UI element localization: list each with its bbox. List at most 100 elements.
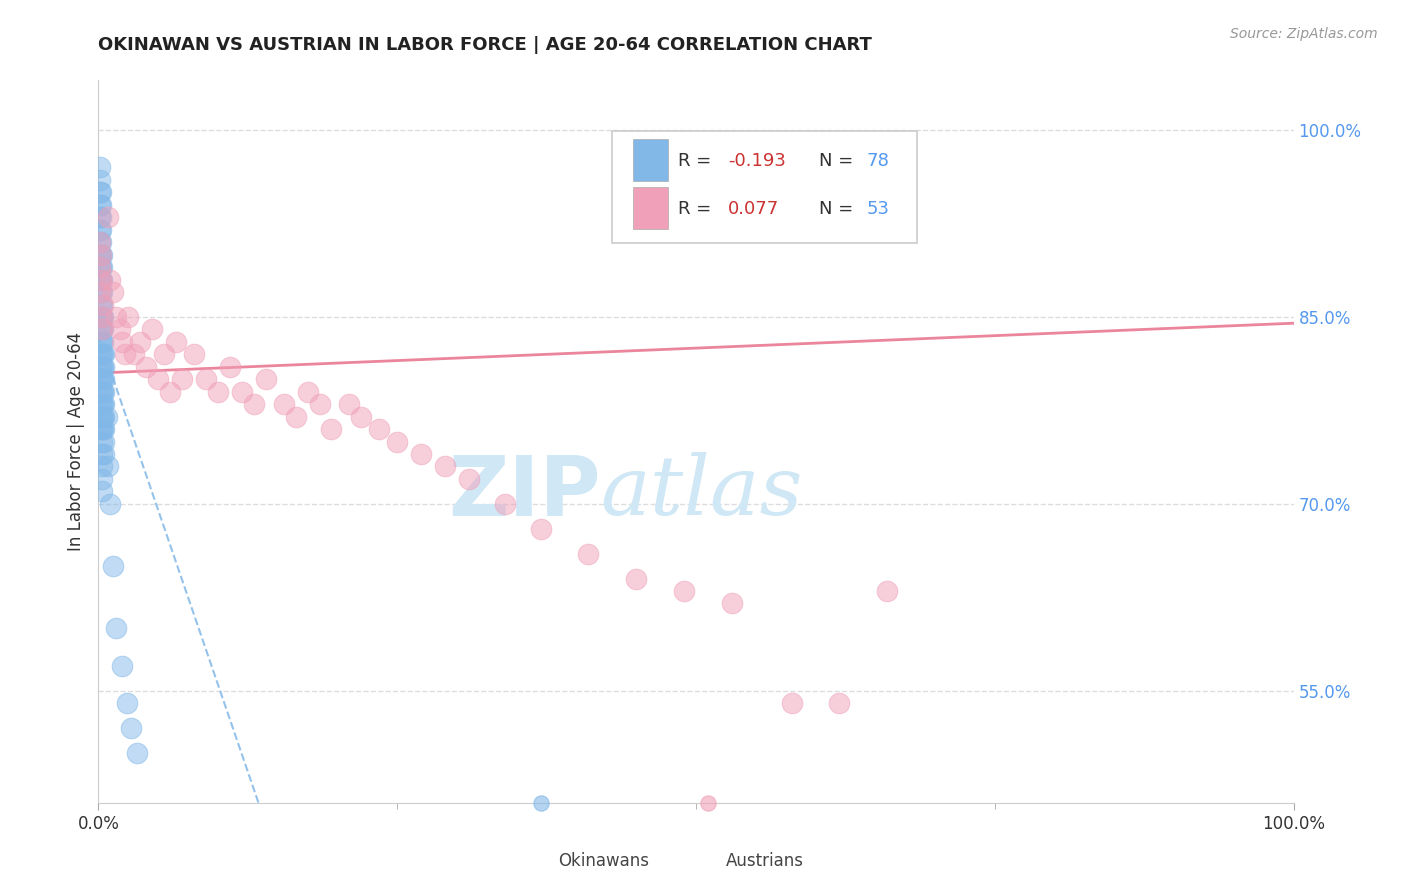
Point bbox=[101, 559, 124, 574]
Point bbox=[90, 248, 112, 262]
Point bbox=[108, 322, 131, 336]
Point bbox=[207, 384, 229, 399]
Point bbox=[91, 384, 114, 399]
Point bbox=[626, 572, 648, 586]
Text: Source: ZipAtlas.com: Source: ZipAtlas.com bbox=[1230, 27, 1378, 41]
Text: Austrians: Austrians bbox=[725, 852, 804, 870]
Point bbox=[721, 597, 744, 611]
Point bbox=[90, 409, 112, 424]
Point bbox=[90, 334, 112, 349]
Point bbox=[90, 322, 112, 336]
Point bbox=[93, 447, 115, 461]
Point bbox=[135, 359, 157, 374]
Point bbox=[673, 584, 696, 599]
Point bbox=[93, 397, 115, 411]
Point bbox=[91, 472, 114, 486]
Text: OKINAWAN VS AUSTRIAN IN LABOR FORCE | AGE 20-64 CORRELATION CHART: OKINAWAN VS AUSTRIAN IN LABOR FORCE | AG… bbox=[98, 36, 872, 54]
Point bbox=[93, 422, 115, 436]
Point bbox=[195, 372, 218, 386]
Y-axis label: In Labor Force | Age 20-64: In Labor Force | Age 20-64 bbox=[66, 332, 84, 551]
Point bbox=[98, 272, 122, 286]
Point bbox=[876, 584, 898, 599]
Point bbox=[91, 285, 114, 299]
Point bbox=[148, 372, 170, 386]
FancyBboxPatch shape bbox=[633, 187, 668, 229]
Point bbox=[219, 359, 242, 374]
Point bbox=[231, 384, 253, 399]
Point bbox=[91, 322, 114, 336]
Text: R =: R = bbox=[678, 200, 717, 218]
Point bbox=[780, 696, 803, 710]
Point bbox=[114, 347, 136, 361]
Point bbox=[98, 497, 122, 511]
Point bbox=[97, 459, 120, 474]
Point bbox=[91, 322, 114, 336]
Point bbox=[368, 422, 391, 436]
Point bbox=[297, 384, 319, 399]
Point bbox=[90, 248, 112, 262]
Point bbox=[172, 372, 194, 386]
Text: ZIP: ZIP bbox=[449, 451, 600, 533]
Point bbox=[90, 347, 112, 361]
Point bbox=[183, 347, 205, 361]
Point bbox=[105, 621, 128, 635]
Point bbox=[90, 384, 112, 399]
Point bbox=[111, 334, 134, 349]
Point bbox=[89, 285, 111, 299]
Point bbox=[90, 397, 112, 411]
Point bbox=[90, 272, 112, 286]
Point bbox=[90, 285, 112, 299]
Point bbox=[90, 297, 112, 311]
Point bbox=[578, 547, 600, 561]
Point bbox=[91, 372, 114, 386]
Text: 53: 53 bbox=[868, 200, 890, 218]
Point bbox=[91, 347, 114, 361]
Point bbox=[124, 347, 146, 361]
Point bbox=[91, 322, 114, 336]
Point bbox=[828, 696, 851, 710]
Point bbox=[91, 434, 114, 449]
Point bbox=[91, 397, 114, 411]
Point bbox=[91, 334, 114, 349]
FancyBboxPatch shape bbox=[613, 131, 917, 243]
Text: N =: N = bbox=[820, 152, 859, 169]
Point bbox=[125, 746, 148, 760]
Point bbox=[165, 334, 187, 349]
Point bbox=[159, 384, 181, 399]
Point bbox=[273, 397, 295, 411]
Point bbox=[530, 522, 553, 536]
Point bbox=[254, 372, 277, 386]
Point bbox=[93, 347, 115, 361]
Point bbox=[90, 235, 112, 250]
Point bbox=[89, 248, 111, 262]
Point bbox=[93, 409, 115, 424]
Point bbox=[91, 334, 114, 349]
Point bbox=[120, 721, 142, 735]
Point bbox=[153, 347, 176, 361]
Point bbox=[89, 260, 111, 274]
Point bbox=[96, 409, 118, 424]
Point bbox=[89, 186, 111, 200]
Point bbox=[101, 285, 124, 299]
Point bbox=[89, 235, 111, 250]
Point bbox=[91, 409, 114, 424]
Point bbox=[243, 397, 266, 411]
Point bbox=[89, 161, 111, 175]
Point bbox=[89, 211, 111, 225]
Text: N =: N = bbox=[820, 200, 859, 218]
Point bbox=[91, 409, 114, 424]
Point bbox=[91, 422, 114, 436]
Point bbox=[89, 198, 111, 212]
Point bbox=[339, 397, 361, 411]
Point bbox=[91, 310, 114, 324]
Point bbox=[91, 484, 114, 499]
Point bbox=[90, 186, 112, 200]
Point bbox=[93, 372, 115, 386]
Point bbox=[141, 322, 163, 336]
Point bbox=[91, 359, 114, 374]
Point bbox=[91, 260, 114, 274]
Text: atlas: atlas bbox=[600, 452, 803, 533]
Text: 0.077: 0.077 bbox=[728, 200, 779, 218]
Point bbox=[89, 272, 111, 286]
Text: 78: 78 bbox=[868, 152, 890, 169]
